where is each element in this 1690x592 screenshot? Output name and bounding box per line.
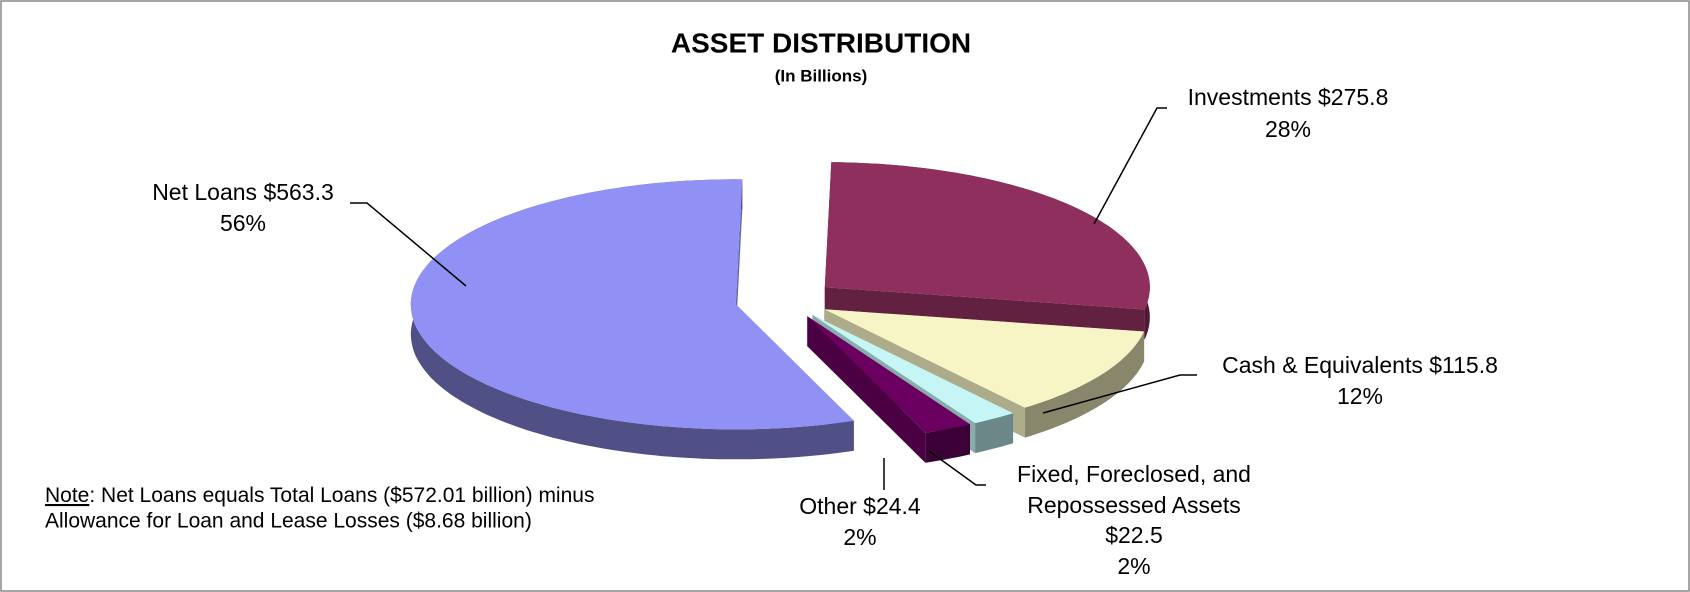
slice [410, 179, 854, 430]
slice-label: Fixed, Foreclosed, and Repossessed Assets [1017, 461, 1251, 518]
percent-label: 56% [220, 210, 266, 236]
value-label: $22.5 [1105, 522, 1163, 548]
slice-side [975, 413, 1014, 454]
slice-side [410, 179, 854, 460]
leader-line [928, 450, 986, 486]
slice-label: Net Loans $563.3 [152, 179, 334, 205]
leader-line [1042, 374, 1197, 414]
leader-line [1093, 107, 1167, 225]
percent-label: 28% [1265, 116, 1311, 142]
percent-label: 2% [1117, 553, 1150, 579]
percent-label: 2% [843, 524, 876, 550]
note: Allowance for Loan and Lease Losses ($8.… [45, 510, 532, 533]
slice [812, 314, 1014, 424]
slice [824, 162, 1150, 310]
leader-line [350, 202, 467, 287]
slice-side [735, 179, 743, 335]
slice-side [807, 316, 926, 463]
percent-label: 12% [1337, 383, 1383, 409]
slice-side [1024, 331, 1145, 438]
pie [410, 162, 1150, 463]
slice [824, 309, 1145, 408]
slice-label: Investments $275.8 [1188, 84, 1389, 110]
slice-label: Cash & Equivalents $115.8 [1222, 352, 1498, 378]
slice [807, 316, 970, 433]
chart-subtitle: (In Billions) [775, 66, 868, 85]
slice-label: Other $24.4 [799, 493, 921, 519]
chart-title: ASSET DISTRIBUTION [671, 27, 971, 58]
slice-side [925, 424, 970, 463]
note: Note: Net Loans equals Total Loans ($572… [45, 484, 594, 507]
